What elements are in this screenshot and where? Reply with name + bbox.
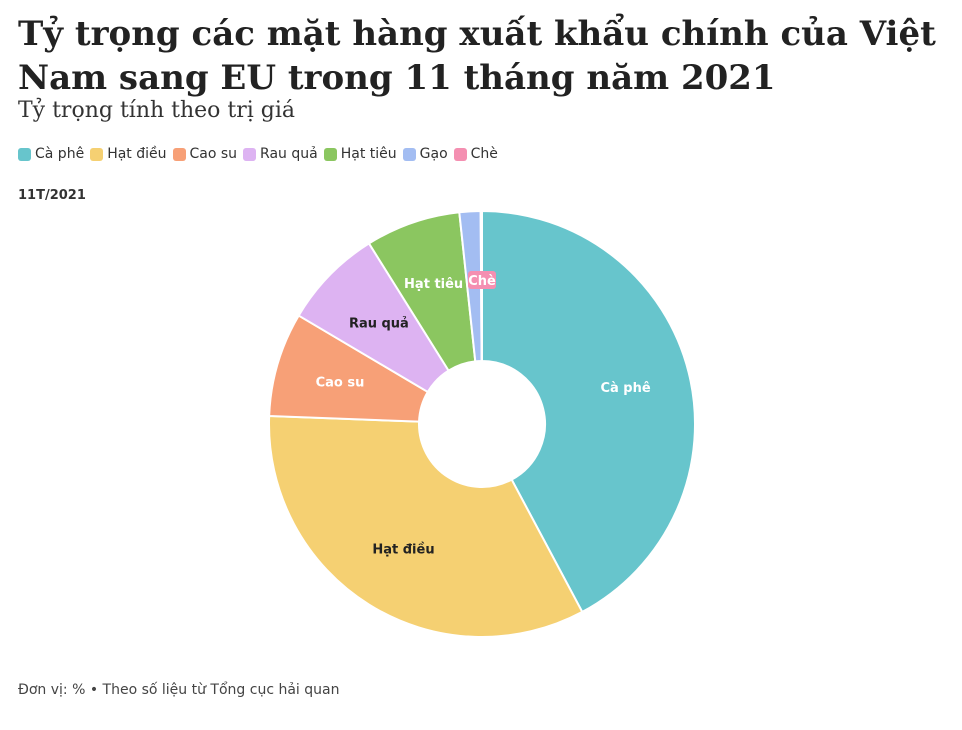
legend: Cà phê Hạt điều Cao su Rau quả Hạt tiêu Gạo Ch… xyxy=(18,146,504,162)
slice-label: Cà phê xyxy=(600,381,650,396)
legend-item[interactable]: Cao su xyxy=(172,146,238,162)
slice-label: Hạt tiêu xyxy=(404,277,463,292)
legend-swatch xyxy=(18,147,31,161)
legend-label: Rau quả xyxy=(260,146,318,162)
slice-label-text: Hạt điều xyxy=(372,542,434,557)
legend-swatch xyxy=(90,147,104,161)
slice-label: Rau quả xyxy=(349,316,409,331)
legend-swatch xyxy=(402,147,416,161)
footer-note: Đơn vị: % • Theo số liệu từ Tổng cục hải… xyxy=(18,682,340,698)
slice-label-text: Cao su xyxy=(316,375,365,390)
legend-item[interactable]: Rau quả xyxy=(243,146,318,162)
slice-label-text: Chè xyxy=(468,274,496,289)
slice-label-text: Hạt tiêu xyxy=(404,277,463,292)
donut-slice[interactable] xyxy=(481,209,696,614)
slice-label-bg xyxy=(468,271,496,289)
slice-label-text: Rau quả xyxy=(349,316,409,331)
legend-label: Hạt điều xyxy=(107,146,167,162)
legend-label: Cà phê xyxy=(35,146,85,162)
legend-label: Hạt tiêu xyxy=(340,146,397,162)
legend-item[interactable]: Hạt điều xyxy=(90,146,167,162)
slice-label-text: Cà phê xyxy=(600,381,650,396)
legend-swatch xyxy=(243,147,257,161)
legend-swatch xyxy=(323,147,337,161)
legend-label: Gạo xyxy=(419,146,448,162)
legend-label: Chè xyxy=(470,146,498,162)
slice-label: Chè xyxy=(468,271,496,289)
legend-item[interactable]: Chè xyxy=(453,146,498,162)
chart-subtitle: Tỷ trọng tính theo trị giá xyxy=(18,98,296,123)
legend-item[interactable]: Cà phê xyxy=(18,146,84,162)
chart-title: Tỷ trọng các mặt hàng xuất khẩu chính củ… xyxy=(18,14,936,98)
legend-swatch xyxy=(172,147,186,161)
legend-label: Cao su xyxy=(189,146,238,162)
period-label: 11T/2021 xyxy=(18,188,86,203)
legend-item[interactable]: Gạo xyxy=(402,146,448,162)
legend-swatch xyxy=(453,147,467,161)
slice-label: Hạt điều xyxy=(372,542,434,557)
legend-item[interactable]: Hạt tiêu xyxy=(323,146,397,162)
donut-slice[interactable] xyxy=(268,414,584,638)
slice-label: Cao su xyxy=(316,375,365,390)
